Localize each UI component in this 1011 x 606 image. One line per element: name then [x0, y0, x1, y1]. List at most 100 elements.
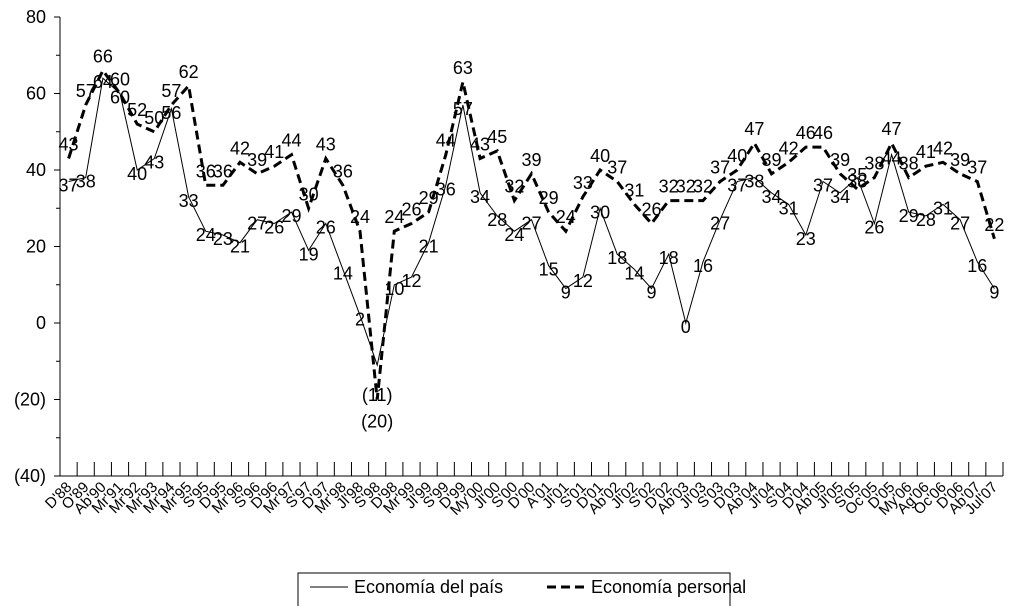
data-label-series-1: 24 [504, 225, 524, 245]
data-label-series-1: 31 [933, 198, 953, 218]
data-label-series-2: 39 [830, 150, 850, 170]
data-label-series-1: 34 [470, 187, 490, 207]
data-label-series-1: 14 [624, 263, 644, 283]
data-label-series-2: 26 [401, 200, 421, 220]
data-label-series-2: 37 [607, 157, 627, 177]
data-label-series-2: 57 [76, 81, 96, 101]
data-label-series-2: 29 [539, 188, 559, 208]
legend: Economía del país Economía personal [297, 572, 746, 606]
data-label-series-2: 57 [161, 81, 181, 101]
data-label-series-1: 40 [127, 164, 147, 184]
data-label-series-2: 62 [179, 62, 199, 82]
data-label-series-2: 63 [453, 58, 473, 78]
data-label-series-2: 47 [882, 119, 902, 139]
data-label-series-2: 46 [813, 123, 833, 143]
data-label-series-1: 33 [179, 191, 199, 211]
data-label-series-2: 41 [264, 142, 284, 162]
data-label-series-2: 33 [573, 173, 593, 193]
data-label-series-2: 50 [144, 108, 164, 128]
x-axis: D'88O'89Ab'90Mr'91Mr'92Mr'93Mr'94Mr'95S'… [42, 462, 1004, 519]
data-label-series-2: 38 [899, 154, 919, 174]
data-label-series-1: (11) [362, 385, 393, 405]
data-label-series-1: 30 [590, 202, 610, 222]
data-label-series-1: 21 [419, 237, 439, 257]
data-label-series-2: 42 [779, 138, 799, 158]
y-axis: 80 60 40 20 0 (20) (40) [14, 7, 61, 486]
data-label-series-1: 9 [647, 283, 657, 303]
data-label-series-2: 47 [744, 119, 764, 139]
data-label-series-1: 43 [144, 153, 164, 173]
data-label-series-2: 43 [316, 135, 336, 155]
data-label-series-1: 28 [916, 210, 936, 230]
y-tick-label: (20) [14, 390, 46, 410]
data-label-series-2: 24 [350, 207, 370, 227]
data-label-series-1: 56 [161, 103, 181, 123]
data-label-series-1: 18 [607, 248, 627, 268]
data-label-series-1: 12 [573, 271, 593, 291]
data-label-series-1: 29 [281, 206, 301, 226]
data-label-series-1: 44 [882, 149, 902, 169]
legend-label-1: Economía del país [354, 577, 503, 597]
data-label-series-1: 10 [384, 279, 404, 299]
data-label-series-1: 9 [561, 283, 571, 303]
y-tick-label: (40) [14, 466, 46, 486]
data-label-series-1: 18 [659, 248, 679, 268]
data-label-series-2: 66 [93, 47, 113, 67]
data-label-series-2: 39 [762, 150, 782, 170]
data-label-series-1: 29 [899, 206, 919, 226]
data-label-series-1: 27 [521, 214, 541, 234]
data-label-series-2: 45 [487, 127, 507, 147]
data-label-series-2: 42 [230, 138, 250, 158]
legend-label-2: Economía personal [591, 577, 746, 597]
series-line-1 [68, 77, 995, 367]
data-label-series-2: 39 [247, 150, 267, 170]
data-label-series-1: 31 [779, 198, 799, 218]
data-label-series-1: 26 [264, 218, 284, 238]
data-label-series-2: 29 [419, 188, 439, 208]
data-label-series-1: 34 [762, 187, 782, 207]
data-label-series-2: (20) [361, 412, 393, 432]
legend-box [297, 572, 731, 606]
data-label-series-2: 22 [984, 215, 1004, 235]
data-label-series-2: 36 [333, 161, 353, 181]
data-label-series-1: 37 [727, 175, 747, 195]
data-label-series-2: 46 [796, 123, 816, 143]
series-lines [67, 67, 996, 400]
data-label-series-2: 36 [196, 161, 216, 181]
y-tick-label: 60 [26, 84, 46, 104]
data-label-series-1: 28 [487, 210, 507, 230]
data-label-series-2: 30 [299, 184, 319, 204]
y-tick-label: 0 [36, 313, 46, 333]
y-tick-label: 20 [26, 237, 46, 257]
data-label-series-1: 15 [539, 260, 559, 280]
data-label-series-1: 38 [847, 172, 867, 192]
data-label-series-2: 40 [727, 146, 747, 166]
data-label-series-2: 44 [281, 131, 301, 151]
data-label-series-1: 34 [830, 187, 850, 207]
data-label-series-1: 16 [967, 256, 987, 276]
data-label-series-2: 24 [556, 207, 576, 227]
data-label-series-1: 57 [453, 99, 473, 119]
data-label-series-1: 16 [693, 256, 713, 276]
y-tick-label: 40 [26, 160, 46, 180]
data-label-series-1: 38 [744, 172, 764, 192]
data-label-series-1: 36 [436, 179, 456, 199]
data-label-series-1: 19 [299, 244, 319, 264]
data-label-series-1: 9 [989, 283, 999, 303]
data-label-series-1: 26 [316, 218, 336, 238]
data-label-series-1: 24 [196, 225, 216, 245]
data-label-series-2: 31 [624, 180, 644, 200]
data-label-series-2: 43 [59, 135, 79, 155]
data-label-series-2: 26 [642, 200, 662, 220]
data-label-series-2: 32 [659, 177, 679, 197]
data-label-series-2: 32 [693, 177, 713, 197]
data-label-series-2: 38 [864, 154, 884, 174]
data-label-series-2: 24 [384, 207, 404, 227]
data-label-series-1: 21 [230, 237, 250, 257]
y-tick-label: 80 [26, 7, 46, 27]
data-label-series-2: 37 [710, 157, 730, 177]
series-data-labels: 37386460404356332423212726291926142(11)1… [59, 47, 1005, 432]
data-label-series-2: 37 [967, 157, 987, 177]
data-label-series-1: 37 [813, 175, 833, 195]
